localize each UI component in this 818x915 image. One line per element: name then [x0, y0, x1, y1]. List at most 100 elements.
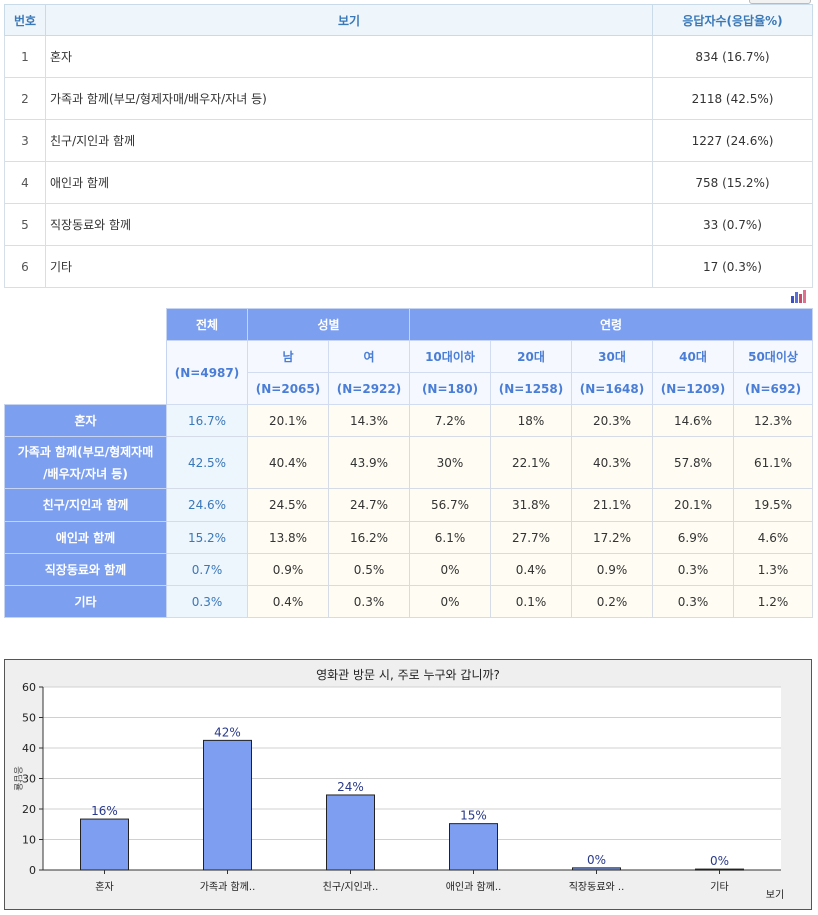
crosstab-col-label: 10대이하: [409, 340, 491, 373]
crosstab-cell: 17.2%: [571, 521, 653, 554]
crosstab-cell: 24.5%: [247, 488, 329, 522]
row-option: 혼자: [45, 35, 653, 78]
crosstab-table: 전체 성별 연령 (N=4987) 남 여 10대이하 20대 30대 40대 …: [4, 308, 814, 618]
crosstab-cell: 40.3%: [571, 436, 653, 489]
crosstab-cell: 24.7%: [328, 488, 410, 522]
chart-bar: [203, 739, 252, 871]
chart-x-tick-label: 직장동료와 ..: [569, 881, 625, 893]
crosstab-cell: 0.3%: [328, 585, 410, 618]
row-count: 758 (15.2%): [652, 161, 813, 204]
crosstab-row-label: 친구/지인과 함께: [4, 488, 167, 522]
crosstab-cell: 0.4%: [247, 585, 329, 618]
crosstab-col-label: 30대: [571, 340, 653, 373]
header-count: 응답자수(응답율%): [652, 4, 813, 36]
table-row: 1 혼자 834 (16.7%): [4, 35, 813, 78]
chart-x-tick-label: 가족과 함께..: [200, 881, 256, 893]
crosstab-cell: 24.6%: [166, 488, 248, 522]
crosstab-cell: 0.9%: [247, 553, 329, 586]
crosstab-row-label-line1: 가족과 함께(부모/형제자매: [17, 444, 154, 459]
crosstab-cell: 16.2%: [328, 521, 410, 554]
chart-y-tick-label: 10: [22, 834, 36, 847]
bar-chart-icon[interactable]: [790, 289, 808, 303]
table-row: 5 직장동료와 함께 33 (0.7%): [4, 203, 813, 246]
crosstab-cell: 0.1%: [490, 585, 572, 618]
row-num: 3: [4, 119, 46, 162]
crosstab-cell: 0.3%: [166, 585, 248, 618]
crosstab-cell: 15.2%: [166, 521, 248, 554]
chart-y-tick-label: 40: [22, 742, 36, 755]
chart-data-label: 24%: [337, 780, 364, 794]
crosstab-cell: 14.3%: [328, 404, 410, 437]
chart-title: 영화관 방문 시, 주로 누구와 갑니까?: [316, 668, 500, 682]
crosstab-cell: 21.1%: [571, 488, 653, 522]
crosstab-col-n: (N=1209): [652, 372, 734, 405]
crosstab-total-header: 전체: [166, 308, 248, 341]
chart-x-tick-label: 기타: [710, 881, 728, 893]
chart-bar: [449, 823, 498, 871]
top-tab-edge: [749, 0, 811, 4]
row-count: 834 (16.7%): [652, 35, 813, 78]
crosstab-cell: 27.7%: [490, 521, 572, 554]
crosstab-cell: 14.6%: [652, 404, 734, 437]
row-count: 2118 (42.5%): [652, 77, 813, 120]
crosstab-cell: 22.1%: [490, 436, 572, 489]
row-option: 애인과 함께: [45, 161, 653, 204]
crosstab-cell: 20.1%: [247, 404, 329, 437]
crosstab-row-label: 혼자: [4, 404, 167, 437]
bar-chart-panel: 영화관 방문 시, 주로 누구와 갑니까? 0 10 20 30 40 50 60 응답율 16…: [4, 659, 812, 910]
chart-data-label: 0%: [710, 854, 729, 868]
answer-table: 번호 보기 응답자수(응답율%) 1 혼자 834 (16.7%) 2 가족과 …: [4, 4, 813, 288]
row-count: 17 (0.3%): [652, 245, 813, 288]
crosstab-cell: 61.1%: [732, 436, 814, 489]
crosstab-cell: 0.3%: [652, 553, 734, 586]
crosstab-cell: 0%: [409, 585, 491, 618]
table-row: 4 애인과 함께 758 (15.2%): [4, 161, 813, 204]
chart-y-tick-label: 20: [22, 803, 36, 816]
table-row: 6 기타 17 (0.3%): [4, 245, 813, 288]
chart-x-axis-label: 보기: [766, 889, 784, 901]
row-option: 직장동료와 함께: [45, 203, 653, 246]
crosstab-cell: 12.3%: [732, 404, 814, 437]
crosstab-row: 친구/지인과 함께 24.6% 24.5% 24.7% 56.7% 31.8% …: [4, 488, 814, 522]
crosstab-cell: 40.4%: [247, 436, 329, 489]
chart-y-tick-label: 0: [29, 864, 36, 877]
crosstab-row: 기타 0.3% 0.4% 0.3% 0% 0.1% 0.2% 0.3% 1.2%: [4, 585, 814, 618]
chart-x-tick-label: 친구/지인과..: [323, 881, 379, 893]
crosstab-cell: 30%: [409, 436, 491, 489]
crosstab-cell: 6.9%: [652, 521, 734, 554]
crosstab-cell: 4.6%: [732, 521, 814, 554]
crosstab-col-n: (N=180): [409, 372, 491, 405]
crosstab-cell: 7.2%: [409, 404, 491, 437]
row-num: 5: [4, 203, 46, 246]
row-option: 친구/지인과 함께: [45, 119, 653, 162]
crosstab-col-n: (N=2065): [247, 372, 329, 405]
crosstab-row: 직장동료와 함께 0.7% 0.9% 0.5% 0% 0.4% 0.9% 0.3…: [4, 553, 814, 586]
crosstab-cell: 6.1%: [409, 521, 491, 554]
crosstab-col-label: 40대: [652, 340, 734, 373]
row-count: 33 (0.7%): [652, 203, 813, 246]
answer-table-header: 번호 보기 응답자수(응답율%): [4, 4, 813, 36]
chart-data-label: 42%: [214, 725, 241, 739]
crosstab-cell: 1.2%: [732, 585, 814, 618]
chart-bar: [695, 868, 744, 871]
crosstab-row-label: 가족과 함께(부모/형제자매 /배우자/자녀 등): [4, 436, 167, 489]
crosstab-cell: 0.5%: [328, 553, 410, 586]
crosstab-cell: 16.7%: [166, 404, 248, 437]
crosstab-cell: 57.8%: [652, 436, 734, 489]
chart-y-tick-label: 30: [22, 773, 36, 786]
crosstab-row: 혼자 16.7% 20.1% 14.3% 7.2% 18% 20.3% 14.6…: [4, 404, 814, 437]
chart-x-tick-label: 애인과 함께..: [446, 881, 502, 893]
row-option: 기타: [45, 245, 653, 288]
crosstab-cell: 0.3%: [652, 585, 734, 618]
crosstab-row-label-line2: /배우자/자녀 등): [43, 466, 128, 481]
chart-y-tick-label: 50: [22, 712, 36, 725]
crosstab-age-header: 연령: [408, 308, 814, 341]
chart-data-label: 16%: [91, 804, 118, 818]
row-num: 2: [4, 77, 46, 120]
chart-bar: [80, 818, 129, 871]
crosstab-cell: 0.4%: [490, 553, 572, 586]
header-option: 보기: [45, 4, 653, 36]
crosstab-cell: 0.2%: [571, 585, 653, 618]
crosstab-col-label: 20대: [490, 340, 572, 373]
crosstab-cell: 0%: [409, 553, 491, 586]
